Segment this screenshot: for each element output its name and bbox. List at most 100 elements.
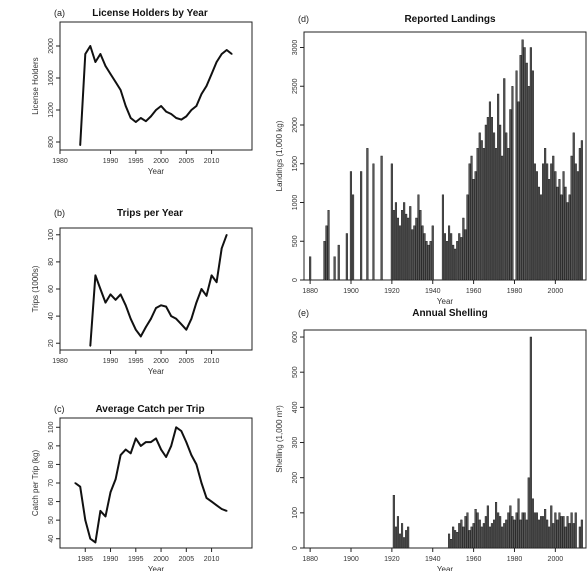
panel-d-bar [372,163,375,281]
panel-d-bar [505,132,508,281]
panel-d-bar [564,186,567,281]
panel-d-bar [531,70,534,281]
panel-d-bar [349,171,353,281]
panel-a-y-tick-label: 800 [48,136,55,148]
panel-c-y-tick-label: 100 [48,421,55,433]
panel-d-bar [443,233,447,281]
panel-c-data-point [155,437,157,440]
panel-d-bar [452,244,455,281]
panel-c-y-axis-label: Catch per Trip (kg) [31,450,40,517]
panel-a-data-point [134,121,137,123]
panel-e-bar [519,519,522,549]
panel-c-x-axis-label: Year [148,565,165,571]
panel-e-bar [552,523,555,549]
panel-d-bar [509,109,512,281]
panel-b-data-point [185,328,188,331]
panel-e-x-tick-label: 2000 [548,556,564,563]
panel-e-plot-frame [303,329,587,549]
panel-d-bar [490,117,494,281]
panel-b-data-point [129,318,132,320]
panel-c-data-point [129,452,132,455]
panel-d-bar [456,241,459,281]
panel-d-bar [484,124,487,281]
panel-e-bar [484,516,487,549]
panel-d-bar [333,256,336,281]
panel-b-y-tick-label: 40 [48,312,55,320]
panel-b-y-tick-label: 60 [48,285,55,293]
panel-d-bar [493,132,496,281]
panel-a-plot-frame [59,21,253,151]
panel-c-x-tick-label: 2005 [179,556,195,563]
panel-d-bar [415,217,418,281]
panel-b-data-point [210,274,213,277]
panel-e-bar [472,523,475,549]
panel-d-bar [401,210,404,281]
panel-d-bar [552,155,555,281]
panel-e-title: Annual Shelling [412,308,488,319]
panel-e-y-tick-label: 100 [292,507,299,519]
panel-d-y-tick-label: 2500 [292,78,299,94]
panel-e-bar [448,533,451,549]
panel-d-x-tick-label: 1880 [302,288,318,295]
panel-d-y-tick-label: 1500 [292,156,299,172]
panel-c-data-point [119,454,122,456]
panel-e-bar [488,526,492,549]
panel-d-bar [464,229,467,281]
panel-b-y-tick-label: 80 [48,258,55,266]
panel-d-bar [511,86,514,281]
panel-d-y-tick-label: 1000 [292,195,299,211]
panel-a-data-point [119,89,122,91]
panel-c-data-point [74,482,76,484]
panel-d-bar [352,194,355,281]
panel-e-bar [495,502,498,549]
panel-e-bar [564,526,567,549]
panel-c-data-point [195,463,198,466]
panel-a-data-point [129,117,132,119]
panel-a-data-point [230,53,233,55]
panel-b-data-point [215,281,218,284]
panel-e-bar [405,530,408,549]
panel-e-x-tick-label: 1880 [302,556,318,563]
panel-c-y-tick-label: 80 [48,460,55,468]
panel-c-x-tick-label: 2000 [153,556,169,563]
panel-a-y-tick-label: 1200 [48,102,55,118]
panel-b-data-point [104,301,107,304]
panel-d-bar [507,148,510,281]
panel-d-bar [327,210,330,281]
panel-d-y-tick-label: 0 [292,278,299,282]
panel-d-panel-label: (d) [298,14,309,24]
panel-d-bar [572,132,575,281]
panel-e-y-tick-label: 200 [292,472,299,484]
panel-c-data-point [180,430,183,432]
panel-b-data-point [190,318,193,320]
panel-c-data-point [104,515,107,518]
panel-d-bar [574,163,577,281]
panel-e-bar [466,512,469,549]
panel-e-bar [548,526,551,549]
panel-b-data-point [195,301,198,304]
panel-a-data-point [124,105,127,107]
panel-d-bar [392,210,395,281]
panel-d-bar [499,124,502,281]
panel-e-y-tick-label: 500 [292,366,299,378]
panel-c-panel-label: (c) [54,404,65,414]
panel-d-x-tick-label: 1980 [507,288,523,295]
panel-b-data-point [180,323,183,326]
panel-e-y-tick-label: 300 [292,437,299,449]
panel-c-data-point [160,448,162,451]
panel-a-data-point [114,81,117,83]
panel-e-bar [396,516,400,549]
panel-a-data-point [170,113,172,115]
panel-c-data-point [175,426,178,429]
panel-e-bar [454,530,457,549]
panel-d-bar [566,202,569,281]
panel-b-panel-label: (b) [54,208,65,218]
panel-b-data-point [205,294,208,297]
panel-e-bar [503,523,506,549]
panel-a-data-point [175,117,178,119]
panel-d-bar [570,155,573,281]
panel-a-data-point [195,105,198,107]
panel-e-bar [499,516,502,549]
panel-a-y-tick-label: 1600 [48,70,55,86]
panel-d-bar [429,241,432,281]
